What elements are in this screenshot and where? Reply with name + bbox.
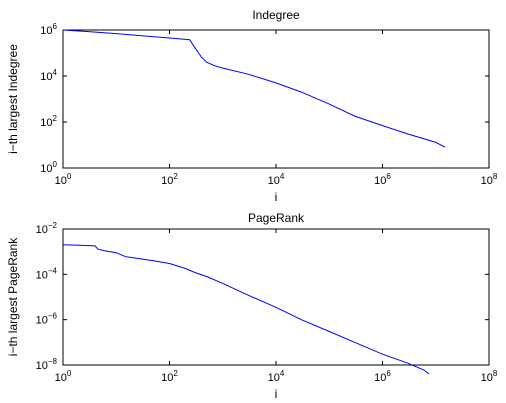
chart-title: PageRank <box>248 211 305 225</box>
y-tick-label: 102 <box>40 114 57 129</box>
plot-area <box>62 29 490 169</box>
y-tick-label: 10−2 <box>36 221 58 236</box>
y-tick-label: 10−4 <box>36 266 58 281</box>
y-tick-label: 104 <box>40 68 57 83</box>
x-tick-label: 106 <box>374 369 391 384</box>
x-tick-label: 100 <box>55 172 72 187</box>
x-axis-label: i <box>275 387 278 401</box>
y-tick-label: 100 <box>40 160 57 175</box>
y-axis-label: i−th largest Indegree <box>6 44 20 154</box>
y-tick-label: 10−8 <box>36 357 58 372</box>
panel-pagerank: PageRank 100 102 104 106 108 10−810−610−410−… <box>6 211 498 401</box>
y-ticks: 100 102 104 106 <box>40 22 489 175</box>
series-line <box>62 244 430 375</box>
x-tick-label: 100 <box>55 369 72 384</box>
x-ticks: 100 102 104 106 108 <box>55 229 498 384</box>
y-ticks: 10−8 10−6 10−4 10−2 <box>36 221 489 372</box>
y-tick-label: 10−6 <box>36 312 58 327</box>
x-tick-label: 104 <box>268 172 285 187</box>
x-tick-label: 108 <box>481 172 498 187</box>
y-axis-label: i−th largest PageRank <box>6 237 20 356</box>
y-tick-label: 106 <box>40 22 57 37</box>
chart-title: Indegree <box>252 8 300 22</box>
x-tick-label: 108 <box>481 369 498 384</box>
x-axis-label: i <box>275 190 278 204</box>
x-tick-label: 106 <box>374 172 391 187</box>
x-tick-label: 102 <box>161 172 178 187</box>
plot-area <box>62 228 490 366</box>
x-tick-label: 102 <box>161 369 178 384</box>
x-ticks: 100 102 104 106 108 <box>55 30 498 187</box>
x-tick-label: 104 <box>268 369 285 384</box>
series-line <box>62 29 446 148</box>
